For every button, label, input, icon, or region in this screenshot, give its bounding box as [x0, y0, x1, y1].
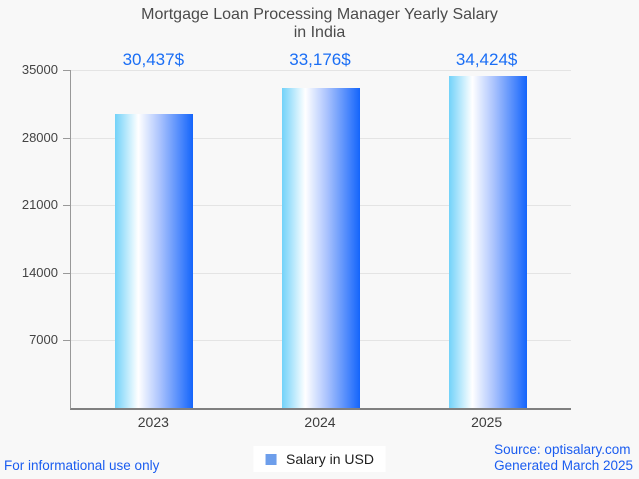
- legend: Salary in USD: [253, 446, 386, 472]
- y-tick-label-21000: 21000: [21, 197, 58, 213]
- plot-area: [70, 70, 571, 410]
- disclaimer-text: For informational use only: [4, 458, 160, 473]
- source-text: Source: optisalary.com: [494, 442, 631, 457]
- legend-label: Salary in USD: [286, 451, 374, 467]
- x-axis-label-2023: 2023: [137, 414, 169, 430]
- generated-text: Generated March 2025: [494, 458, 633, 473]
- chart-title: Mortgage Loan Processing Manager Yearly …: [0, 6, 639, 42]
- x-axis-label-2025: 2025: [471, 414, 503, 430]
- chart-title-line1: Mortgage Loan Processing Manager Yearly …: [141, 6, 498, 23]
- y-tick-mark-35000: [63, 70, 70, 71]
- value-label-2024: 33,176$: [289, 50, 351, 69]
- gridline-35000: [71, 70, 571, 71]
- y-tick-label-7000: 7000: [29, 332, 58, 348]
- y-tick-label-28000: 28000: [21, 129, 58, 145]
- y-tick-mark-21000: [63, 205, 70, 207]
- value-label-2023: 30,437$: [122, 50, 185, 69]
- source-attribution: Source: optisalary.com Generated March 2…: [494, 442, 633, 474]
- bar-2024: [282, 88, 360, 408]
- y-tick-label-14000: 14000: [21, 264, 58, 280]
- y-tick-mark-7000: [63, 340, 70, 342]
- chart-title-line2: in India: [293, 24, 346, 41]
- y-tick-mark-28000: [63, 137, 70, 139]
- y-tick-mark-14000: [63, 272, 70, 274]
- value-label-2025: 34,424$: [455, 50, 518, 69]
- bar-2025: [448, 76, 527, 408]
- bar-2023: [115, 114, 194, 408]
- x-axis-label-2024: 2024: [304, 414, 336, 430]
- legend-swatch-icon: [265, 453, 277, 465]
- y-tick-label-35000: 35000: [21, 62, 58, 77]
